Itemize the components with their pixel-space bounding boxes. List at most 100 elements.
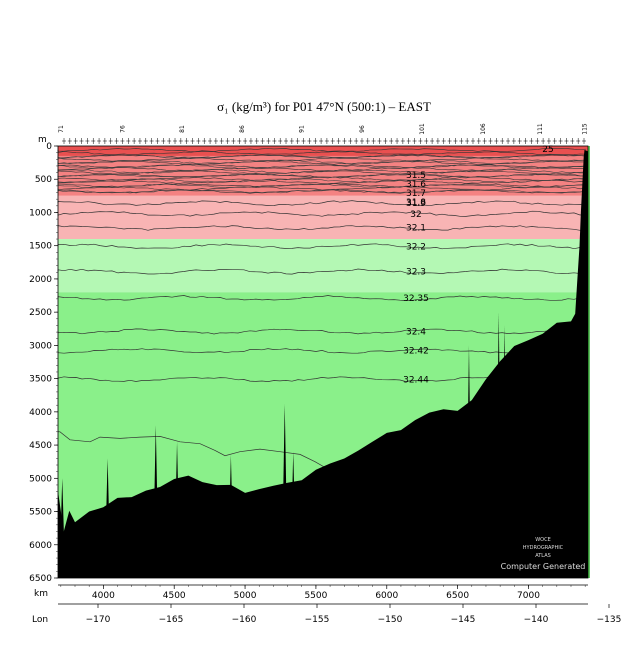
seamount-6: [495, 312, 502, 578]
isopycnal-3: [57, 243, 587, 250]
depth-tick-label-6: 3000: [29, 341, 52, 351]
lon-tick-label-2: −160: [232, 615, 257, 625]
deep-contour-label: 32.5: [318, 474, 338, 484]
depth-tick-label-2: 1000: [29, 208, 52, 218]
surface-contour-label: 25: [542, 145, 553, 155]
km-tick-label-2: 5000: [234, 591, 257, 601]
density-band-0: [58, 146, 588, 156]
watermark-line-1: WOCE: [535, 537, 551, 543]
depth-unit-label: m: [38, 135, 47, 145]
station-label-7: 106: [480, 123, 487, 135]
isopycnal-label-3: 32.2: [406, 242, 426, 252]
seamount-3: [281, 403, 288, 578]
watermark-line-3: ATLAS: [535, 553, 551, 559]
seamount-0: [152, 425, 159, 578]
depth-tick-label-5: 2500: [29, 308, 52, 318]
chart-title: σ₁ (kg/m³) for P01 47°N (500:1) – EAST: [217, 99, 431, 114]
station-label-1: 76: [119, 125, 126, 133]
seafloor-topography: [58, 149, 588, 578]
mid-contour-0: [57, 154, 587, 160]
density-band-2: [58, 195, 588, 240]
upper-contour-0: [57, 148, 587, 153]
station-label-3: 86: [239, 125, 246, 133]
isopycnal-0: [57, 200, 587, 207]
upper-contour-6: [57, 167, 587, 172]
isopycnal-label-5: 32.35: [403, 294, 429, 304]
km-tick-label-3: 5500: [304, 591, 327, 601]
depth-tick-label-12: 6000: [29, 541, 52, 551]
isopycnal-label-8: 32.44: [403, 375, 429, 385]
station-label-0: 71: [58, 125, 65, 133]
mid-contour-7: [57, 188, 587, 194]
station-label-4: 91: [299, 125, 306, 133]
mid-contour-6: [57, 183, 587, 189]
seamount-1: [174, 441, 181, 578]
isopycnal-label-2: 32.1: [406, 224, 426, 234]
depth-tick-label-13: 6500: [29, 574, 52, 584]
station-label-6: 101: [419, 123, 426, 135]
isopycnal-label-4: 32.3: [406, 268, 426, 278]
contour-labels: 31.932 32.1 32.2 32.3 32.35 32.4 32.42 32.44 31.…: [318, 145, 554, 484]
depth-tick-label-11: 5500: [29, 508, 52, 518]
upper-contour-label-2: 31.7: [406, 189, 426, 199]
km-tick-label-4: 6000: [375, 591, 398, 601]
upper-contour-12: [57, 186, 587, 191]
upper-contour-label-3: 31.8: [406, 198, 426, 208]
station-label-2: 81: [179, 125, 186, 133]
isopycnal-1: [57, 210, 587, 217]
mid-contour-4: [57, 173, 587, 179]
mid-contour-2: [57, 164, 587, 169]
credit-label: Computer Generated: [501, 562, 586, 571]
seamount-5: [465, 345, 472, 578]
lon-tick-label-6: −140: [524, 615, 549, 625]
seamount-4: [290, 451, 297, 578]
mid-contour-5: [57, 178, 587, 184]
upper-contour-1: [57, 151, 587, 156]
km-tick-label-6: 7000: [517, 591, 540, 601]
depth-tick-label-0: 0: [46, 142, 52, 152]
km-tick-label-0: 4000: [92, 591, 115, 601]
lon-tick-label-0: −170: [86, 615, 111, 625]
lon-unit-label: Lon: [32, 615, 48, 625]
isopycnal-2: [57, 225, 587, 231]
seamount-8: [59, 478, 66, 578]
mid-contour-3: [57, 168, 587, 174]
seamount-9: [104, 458, 111, 578]
isopycnal-contours: [57, 148, 587, 471]
upper-contour-label-0: 31.5: [406, 171, 426, 181]
lon-tick-label-4: −150: [378, 615, 403, 625]
depth-tick-label-10: 5000: [29, 474, 52, 484]
depth-tick-label-3: 1500: [29, 242, 52, 252]
seamount-7: [501, 325, 508, 578]
lon-tick-label-7: −135: [597, 615, 622, 625]
seamount-2: [227, 455, 234, 578]
density-band-3: [58, 239, 588, 293]
depth-tick-label-7: 3500: [29, 375, 52, 385]
upper-contour-9: [57, 176, 587, 181]
station-label-5: 96: [359, 125, 366, 133]
upper-contour-10: [57, 179, 587, 185]
depth-tick-label-8: 4000: [29, 408, 52, 418]
depth-tick-label-1: 500: [35, 175, 52, 185]
depth-tick-label-9: 4500: [29, 441, 52, 451]
km-unit-label: km: [34, 589, 48, 599]
isopycnal-label-7: 32.42: [403, 347, 429, 357]
station-label-9: 115: [581, 123, 588, 135]
depth-tick-label-4: 2000: [29, 275, 52, 285]
lon-tick-label-1: −165: [159, 615, 184, 625]
seafloor: [58, 149, 588, 578]
isopycnal-label-0: 31.9: [406, 199, 426, 209]
isopycnal-7: [57, 347, 587, 354]
upper-contour-label-1: 31.6: [406, 180, 426, 190]
plot-frame: [57, 145, 589, 579]
km-tick-label-1: 4500: [163, 591, 186, 601]
axes: 0 500 1000 1500 2000 2500 3000 3500 4000 4500 5000…: [29, 123, 622, 625]
isopycnal-label-1: 32: [410, 210, 421, 220]
isopycnal-4: [57, 268, 587, 275]
km-tick-label-5: 6500: [446, 591, 469, 601]
isopycnal-5: [57, 295, 587, 301]
station-label-8: 111: [537, 123, 544, 135]
mid-contour-1: [57, 159, 587, 165]
deep-contour: [57, 431, 331, 471]
